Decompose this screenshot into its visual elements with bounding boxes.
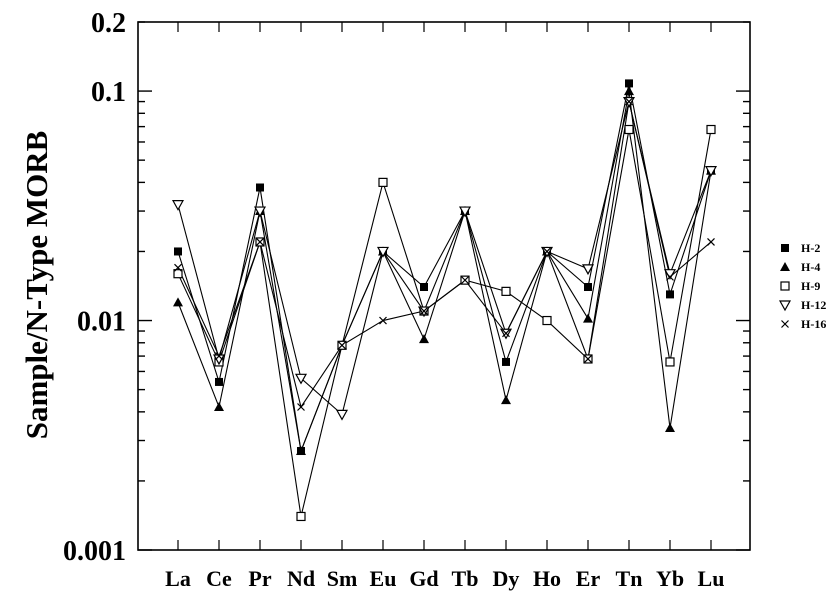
legend-marker-h-12	[778, 300, 792, 312]
data-point-h-16	[461, 276, 469, 285]
data-point-h-16	[707, 238, 715, 246]
data-point-h-16	[174, 263, 182, 272]
data-point-h-2	[420, 283, 428, 292]
legend-label-h-16: H-16	[801, 317, 826, 331]
data-point-h-16	[256, 238, 264, 246]
data-point-h-16	[338, 341, 346, 350]
data-point-h-16	[379, 316, 387, 325]
y-tick-label: 0.001	[63, 536, 126, 567]
y-tick-labels: 0.2 0.1 0.01 0.001	[63, 8, 126, 567]
x-tick-label: Tb	[452, 566, 479, 591]
legend-label-h-2: H-2	[801, 241, 820, 255]
data-point-h-16	[502, 329, 510, 338]
data-point-h-9	[501, 286, 511, 296]
data-point-h-12	[581, 264, 595, 276]
legend-marker-h-2	[781, 244, 789, 252]
data-point-h-4	[583, 313, 593, 323]
legend-label-h-9: H-9	[801, 279, 820, 293]
data-point-h-4	[624, 86, 634, 96]
data-point-h-9	[624, 124, 634, 135]
x-tick-label: Ce	[206, 566, 232, 591]
legend-marker-h-4	[780, 262, 790, 271]
data-point-h-12	[294, 373, 308, 385]
series-line-h-12	[177, 101, 712, 416]
data-point-h-9	[378, 177, 388, 187]
x-tick-label: Ho	[533, 566, 561, 591]
x-tick-label: Nd	[287, 566, 315, 591]
data-point-h-4	[501, 395, 511, 405]
series-line-h-16	[177, 101, 712, 409]
x-tick-label: Yb	[656, 566, 684, 591]
data-point-h-16	[625, 97, 633, 106]
data-point-h-12	[458, 206, 472, 218]
plot-frame	[137, 21, 751, 551]
data-point-h-16	[666, 272, 674, 281]
data-point-h-12	[253, 206, 267, 218]
x-tick-label: Dy	[493, 566, 520, 591]
data-point-h-2	[502, 357, 510, 366]
data-point-h-2	[666, 290, 674, 299]
x-tick-label: La	[165, 566, 191, 591]
data-point-h-12	[212, 354, 226, 366]
legend-label-h-4: H-4	[801, 260, 820, 274]
data-point-h-12	[335, 409, 349, 421]
legend-marker-h-9	[780, 281, 790, 291]
data-point-h-12	[171, 200, 185, 211]
data-point-h-9	[542, 315, 552, 326]
data-point-h-2	[256, 183, 264, 192]
data-point-h-4	[296, 446, 306, 456]
data-point-h-16	[297, 403, 305, 411]
data-point-h-2	[174, 247, 182, 256]
series-line-h-4	[177, 90, 712, 454]
x-tick-label: Er	[576, 566, 601, 591]
data-point-h-16	[543, 247, 551, 256]
series-markers	[171, 79, 718, 522]
data-point-h-16	[584, 355, 592, 363]
data-point-h-4	[665, 423, 675, 433]
x-tick-labels: La Ce Pr Nd Sm Eu Gd Tb Dy Ho Er Tn Yb Lu	[165, 566, 724, 591]
y-tick-label: 0.2	[91, 8, 126, 39]
data-point-h-2	[625, 79, 633, 88]
data-point-h-9	[296, 511, 306, 522]
series-line-h-2	[177, 83, 712, 454]
y-tick-label: 0.01	[77, 307, 126, 338]
data-point-h-12	[376, 246, 390, 258]
series-lines	[177, 83, 712, 517]
data-point-h-9	[706, 124, 716, 135]
data-point-h-12	[704, 166, 718, 177]
data-point-h-16	[420, 307, 428, 315]
x-tick-label: Eu	[370, 566, 397, 591]
data-point-h-9	[665, 357, 675, 367]
x-tick-label: Tn	[616, 566, 643, 591]
legend-label-h-12: H-12	[801, 298, 826, 312]
data-point-h-2	[215, 377, 223, 386]
axis-ticks	[138, 21, 750, 551]
x-tick-label: Pr	[248, 566, 271, 591]
data-point-h-4	[419, 334, 429, 344]
data-point-h-16	[215, 352, 223, 361]
x-tick-label: Gd	[409, 566, 438, 591]
data-point-h-4	[214, 401, 224, 411]
legend-marker-h-16	[781, 320, 789, 328]
y-tick-label: 0.1	[91, 77, 126, 108]
data-point-h-2	[584, 283, 592, 292]
data-point-h-9	[173, 269, 183, 279]
x-tick-label: Sm	[327, 566, 358, 591]
y-axis-title: Sample/N-Type MORB	[19, 131, 54, 440]
data-point-h-4	[173, 297, 183, 307]
x-tick-label: Lu	[698, 566, 725, 591]
legend: H-2 H-4 H-9 H-12 H-16	[778, 241, 826, 331]
